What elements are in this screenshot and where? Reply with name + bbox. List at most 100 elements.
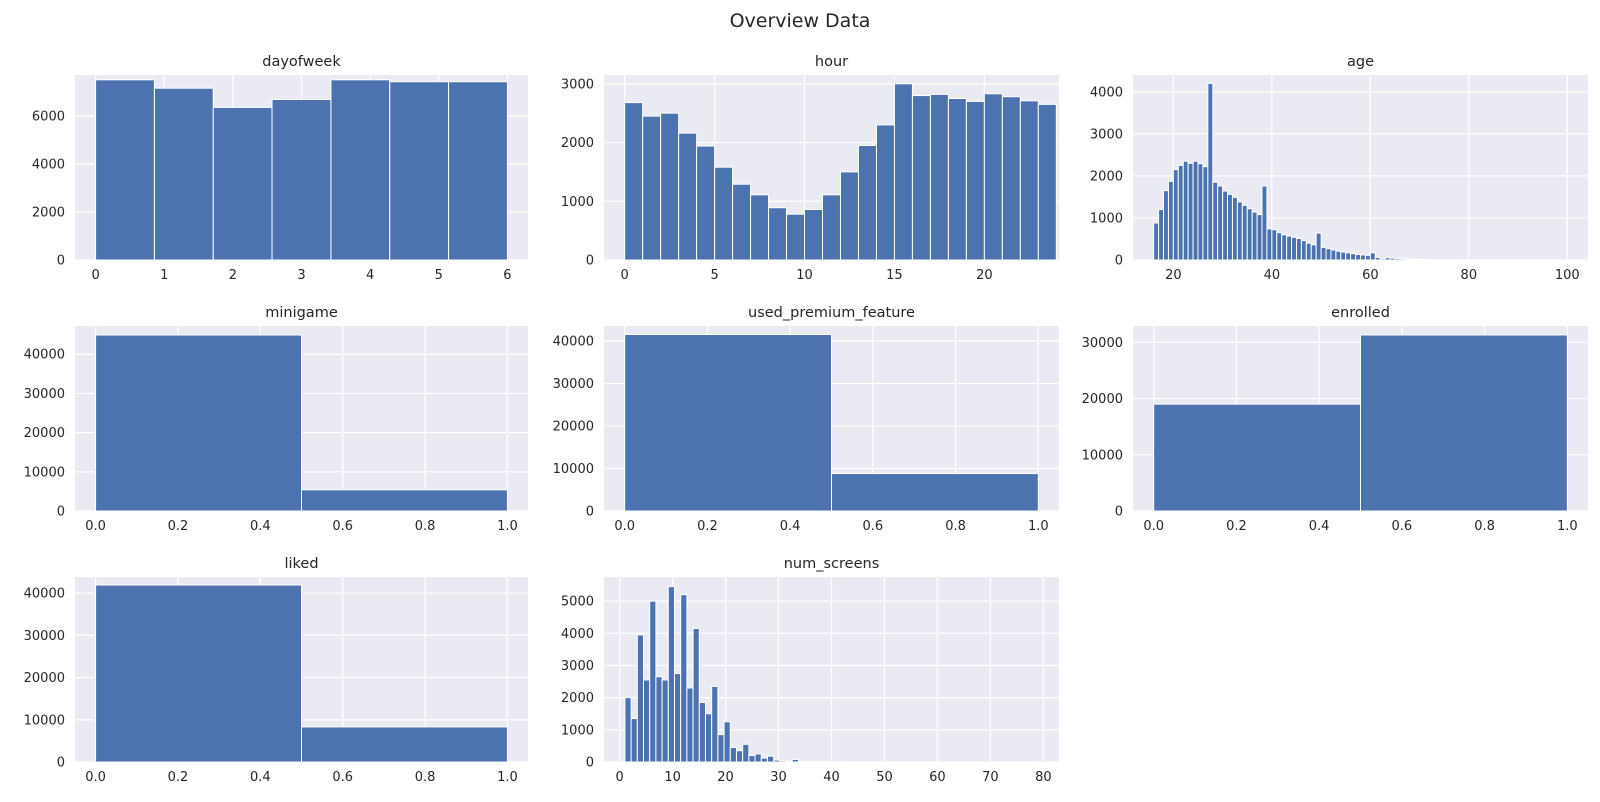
x-tick-label: 1.0 <box>497 519 518 534</box>
y-tick-label: 1000 <box>1090 211 1123 226</box>
subplot-title: hour <box>815 54 848 70</box>
histogram-bar <box>692 627 700 763</box>
y-tick-label: 4000 <box>1090 85 1123 100</box>
x-tick-label: 0.8 <box>1474 519 1495 534</box>
histogram-bar <box>1291 236 1297 261</box>
histogram-bar <box>1172 169 1179 261</box>
histogram-bar <box>1419 258 1426 261</box>
subplot-used_premium_feature: used_premium_feature 0.0 0.2 0.4 0.6 0.8 1.0 0 1… <box>553 305 1059 534</box>
x-tick-label: 0.0 <box>85 519 106 534</box>
histogram-bar <box>667 586 676 763</box>
x-tick-label: 4 <box>366 268 374 283</box>
histogram-bar <box>1399 258 1406 261</box>
y-tick-label: 40000 <box>24 587 65 602</box>
histogram-bar <box>389 81 450 261</box>
histogram-bar <box>785 760 793 763</box>
histogram-bar <box>732 183 752 261</box>
histogram-bar <box>1019 100 1039 261</box>
histogram-bar <box>1227 193 1233 261</box>
histogram-bar <box>1404 258 1411 261</box>
y-tick-label: 0 <box>57 254 65 269</box>
x-tick-label: 40 <box>1264 268 1281 283</box>
histogram-bar <box>1251 211 1258 261</box>
histogram-bar <box>624 697 632 763</box>
y-tick-label: 20000 <box>24 671 65 686</box>
y-tick-label: 40000 <box>24 348 65 363</box>
histogram-bar <box>1409 258 1416 261</box>
histogram-bar <box>797 760 806 763</box>
x-tick-label: 50 <box>876 770 893 785</box>
x-tick-label: 0.4 <box>780 519 801 534</box>
y-tick-label: 4000 <box>32 157 65 172</box>
histogram-bar <box>857 144 877 261</box>
x-tick-label: 1.0 <box>1028 519 1049 534</box>
y-tick-label: 0 <box>57 756 65 771</box>
histogram-bar <box>1369 252 1376 261</box>
histogram-bar <box>965 100 985 261</box>
histogram-bar <box>1300 240 1307 261</box>
histogram-bar <box>1360 254 1366 261</box>
x-tick-label: 0.6 <box>863 519 884 534</box>
subplot-num_screens: num_screens 0 10 20 30 40 50 60 70 80 0 1000 2000 300… <box>561 556 1059 785</box>
x-tick-label: 10 <box>664 770 681 785</box>
histogram-bar <box>1202 166 1209 261</box>
y-tick-label: 30000 <box>553 377 594 392</box>
histogram-bar <box>680 594 688 763</box>
y-tick-label: 0 <box>1115 505 1123 520</box>
histogram-bar <box>766 755 775 763</box>
histogram-bar <box>773 759 781 763</box>
histogram-bar <box>1246 208 1253 261</box>
histogram-bar <box>1360 334 1568 512</box>
x-tick-label: 0.0 <box>85 770 106 785</box>
histogram-bar <box>1266 228 1273 261</box>
histogram-bar <box>95 334 302 512</box>
histogram-bar <box>448 81 508 261</box>
histogram-bar <box>661 679 669 763</box>
y-tick-label: 0 <box>586 505 594 520</box>
x-tick-label: 1.0 <box>497 770 518 785</box>
subplot-hour: hour 0 5 10 15 20 0 1000 2000 3000 <box>561 54 1059 283</box>
x-tick-label: 0.8 <box>415 519 436 534</box>
histogram-bar <box>1320 246 1327 261</box>
y-tick-label: 10000 <box>553 462 594 477</box>
histogram-bar <box>1177 164 1184 261</box>
x-tick-label: 6 <box>503 268 511 283</box>
histogram-bar <box>660 112 680 261</box>
histogram-bar <box>754 753 762 763</box>
histogram-bar <box>1231 196 1238 261</box>
histogram-bar <box>1330 249 1337 261</box>
subplot-title: enrolled <box>1331 305 1390 321</box>
histogram-bar <box>1414 258 1421 261</box>
subplot-title: num_screens <box>784 556 880 572</box>
x-tick-label: 20 <box>976 268 993 283</box>
x-tick-label: 15 <box>886 268 903 283</box>
y-tick-label: 6000 <box>32 109 65 124</box>
histogram-bar <box>1261 185 1268 261</box>
x-tick-label: 0.6 <box>332 770 353 785</box>
x-tick-label: 10 <box>796 268 813 283</box>
histogram-bar <box>649 600 657 763</box>
x-tick-label: 0 <box>621 268 629 283</box>
histogram-bar <box>1325 248 1332 261</box>
histogram-bar <box>929 93 949 261</box>
histogram-bar <box>875 124 895 261</box>
y-tick-label: 30000 <box>24 387 65 402</box>
histogram-bar <box>1207 82 1214 261</box>
subplot-title: age <box>1347 54 1374 70</box>
y-tick-label: 2000 <box>1090 169 1123 184</box>
x-tick-label: 0.0 <box>1143 519 1164 534</box>
x-tick-label: 0.0 <box>614 519 635 534</box>
histogram-bar <box>1182 160 1189 261</box>
histogram-bar <box>735 750 744 763</box>
y-tick-label: 20000 <box>1082 392 1123 407</box>
histogram-bar <box>630 718 638 763</box>
histogram-bar <box>1222 190 1229 261</box>
histogram-bar <box>1153 222 1160 261</box>
histogram-bar <box>1350 253 1357 261</box>
histogram-bar <box>1355 254 1362 261</box>
y-tick-label: 5000 <box>561 595 594 610</box>
x-tick-label: 80 <box>1461 268 1478 283</box>
y-tick-label: 2000 <box>561 691 594 706</box>
x-tick-label: 0.2 <box>1226 519 1247 534</box>
